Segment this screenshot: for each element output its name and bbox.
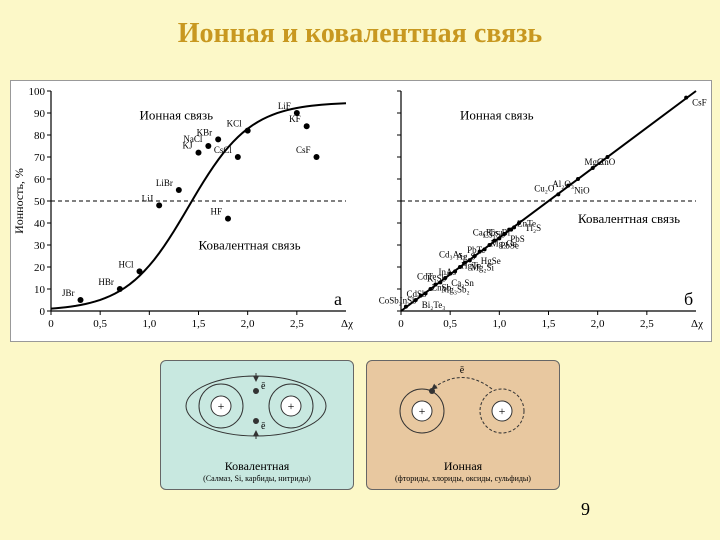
- svg-text:ē: ē: [261, 421, 266, 432]
- svg-text:LiF: LiF: [278, 101, 291, 111]
- svg-text:CsF: CsF: [692, 98, 707, 108]
- svg-text:KBr: KBr: [197, 127, 213, 137]
- covalent-diagram: + + ē ē Ковалентная (Салмаз, Si, карбиды, н…: [160, 360, 354, 490]
- page-title: Ионная и ковалентная связь: [0, 0, 720, 50]
- svg-text:+: +: [499, 404, 506, 418]
- svg-text:InAs: InAs: [439, 267, 457, 277]
- svg-text:Ca₂Sn: Ca₂Sn: [451, 278, 474, 288]
- svg-text:CoSb₂: CoSb₂: [379, 296, 402, 306]
- chart-a: 0 10 20 30 40 50 60 70 80 90 100 0 0,5 1,0 1,5 2,0 2,5 Δχ…: [11, 81, 361, 341]
- svg-text:HF: HF: [210, 207, 222, 217]
- svg-text:2,0: 2,0: [241, 318, 255, 330]
- chart-b: 0 0,5 1,0 1,5 2,0 2,5 Δχ Ионная связь Ковалентна…: [361, 81, 711, 341]
- svg-text:1,5: 1,5: [192, 318, 206, 330]
- svg-text:Ионная связь: Ионная связь: [140, 108, 214, 123]
- svg-text:б: б: [684, 289, 693, 309]
- svg-text:KF: KF: [289, 114, 301, 124]
- svg-text:2,0: 2,0: [591, 318, 605, 330]
- svg-text:ē: ē: [460, 365, 465, 376]
- svg-text:NiO: NiO: [574, 186, 590, 196]
- svg-text:Ковалентная связь: Ковалентная связь: [578, 211, 680, 226]
- svg-text:20: 20: [34, 262, 46, 274]
- svg-text:MgO: MgO: [584, 157, 604, 167]
- svg-text:2,5: 2,5: [290, 318, 304, 330]
- svg-text:PbS: PbS: [510, 234, 525, 244]
- charts-container: 0 10 20 30 40 50 60 70 80 90 100 0 0,5 1,0 1,5 2,0 2,5 Δχ…: [10, 80, 712, 342]
- svg-text:Ионная связь: Ионная связь: [460, 108, 534, 123]
- svg-text:CsCl: CsCl: [214, 145, 233, 155]
- svg-text:Ковалентная связь: Ковалентная связь: [199, 237, 301, 252]
- page-number: 9: [581, 499, 590, 520]
- svg-text:+: +: [288, 399, 295, 413]
- svg-text:Ионность, %: Ионность, %: [12, 168, 26, 234]
- svg-text:30: 30: [34, 240, 46, 252]
- svg-text:LiBr: LiBr: [156, 178, 173, 188]
- svg-text:1,0: 1,0: [492, 318, 506, 330]
- svg-text:KCl: KCl: [227, 119, 243, 129]
- svg-text:HCl: HCl: [118, 259, 134, 269]
- svg-text:90: 90: [34, 108, 46, 120]
- svg-text:2,5: 2,5: [640, 318, 654, 330]
- svg-text:HgSe: HgSe: [481, 256, 501, 266]
- svg-text:100: 100: [29, 86, 46, 98]
- svg-text:80: 80: [34, 130, 46, 142]
- svg-text:+: +: [419, 404, 426, 418]
- svg-text:HBr: HBr: [98, 277, 114, 287]
- svg-text:1,5: 1,5: [542, 318, 556, 330]
- svg-text:а: а: [334, 289, 342, 309]
- svg-text:50: 50: [34, 196, 46, 208]
- ionic-diagram: + + ē Ионная (фториды, хлориды, оксиды, су…: [366, 360, 560, 490]
- svg-text:70: 70: [34, 152, 46, 164]
- svg-text:0,5: 0,5: [443, 318, 457, 330]
- ionic-subtitle: (фториды, хлориды, оксиды, сульфиды): [367, 474, 559, 483]
- svg-text:Al₂O₃: Al₂O₃: [552, 179, 574, 189]
- svg-text:40: 40: [34, 218, 46, 230]
- svg-text:JBr: JBr: [62, 288, 75, 298]
- svg-text:Δχ: Δχ: [691, 318, 703, 330]
- svg-text:Δχ: Δχ: [341, 318, 353, 330]
- svg-text:0: 0: [40, 306, 46, 318]
- svg-text:0: 0: [48, 318, 54, 330]
- svg-text:Tl₂S: Tl₂S: [525, 223, 541, 233]
- svg-text:60: 60: [34, 174, 46, 186]
- svg-text:Bi₂Te₃: Bi₂Te₃: [422, 300, 446, 310]
- svg-text:PbTe: PbTe: [467, 245, 485, 255]
- svg-text:CsF: CsF: [296, 145, 311, 155]
- svg-text:0,5: 0,5: [93, 318, 107, 330]
- svg-text:Cs₃Bi: Cs₃Bi: [489, 227, 511, 237]
- svg-text:LiJ: LiJ: [142, 193, 154, 203]
- svg-text:1,0: 1,0: [142, 318, 156, 330]
- svg-text:10: 10: [34, 284, 46, 296]
- ionic-title: Ионная: [367, 459, 559, 474]
- svg-text:+: +: [218, 399, 225, 413]
- svg-text:CdSb: CdSb: [406, 289, 427, 299]
- covalent-title: Ковалентная: [161, 459, 353, 474]
- covalent-subtitle: (Салмаз, Si, карбиды, нитриды): [161, 474, 353, 483]
- svg-text:ē: ē: [261, 381, 266, 392]
- bond-diagrams: + + ē ē Ковалентная (Салмаз, Si, карбиды, н…: [160, 360, 560, 490]
- svg-text:0: 0: [398, 318, 404, 330]
